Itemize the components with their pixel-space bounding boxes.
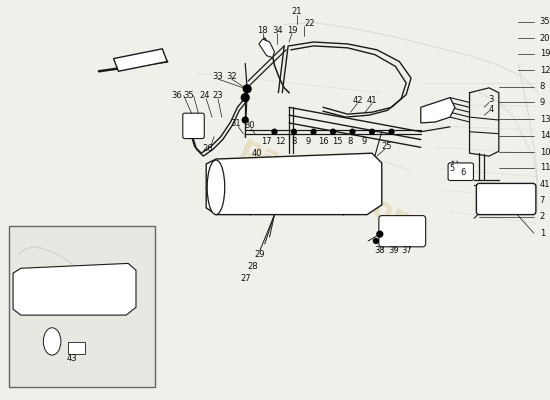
Text: 9: 9	[361, 137, 367, 146]
Text: 29: 29	[255, 250, 265, 259]
FancyBboxPatch shape	[183, 113, 204, 138]
Text: 31: 31	[230, 120, 241, 128]
Circle shape	[373, 238, 378, 244]
Text: 35: 35	[183, 91, 194, 100]
Text: 10: 10	[540, 148, 550, 157]
Circle shape	[350, 129, 355, 134]
Text: 12: 12	[540, 66, 550, 75]
Text: 22: 22	[304, 19, 315, 28]
Text: 1: 1	[540, 229, 545, 238]
Text: 12: 12	[275, 137, 285, 146]
Text: 16: 16	[318, 137, 328, 146]
Text: 30: 30	[244, 121, 255, 130]
Polygon shape	[13, 263, 136, 315]
Text: 40: 40	[252, 149, 262, 158]
Text: 25: 25	[381, 142, 392, 151]
Bar	[9, 226, 156, 387]
Circle shape	[243, 85, 251, 93]
Text: 23: 23	[213, 91, 223, 100]
Text: 39: 39	[388, 246, 399, 255]
Text: 33: 33	[212, 72, 223, 81]
Text: 34: 34	[272, 26, 283, 35]
Text: 41: 41	[367, 96, 377, 105]
Text: 28: 28	[248, 262, 258, 271]
Text: 2: 2	[540, 212, 545, 221]
FancyBboxPatch shape	[476, 184, 536, 215]
Text: 17: 17	[261, 137, 272, 146]
Text: 14: 14	[540, 131, 550, 140]
Text: 13: 13	[540, 114, 550, 124]
Circle shape	[311, 129, 316, 134]
Text: 15: 15	[332, 137, 342, 146]
Circle shape	[292, 129, 296, 134]
Text: 4: 4	[488, 105, 494, 114]
Polygon shape	[113, 49, 167, 71]
Bar	[68, 342, 85, 354]
FancyBboxPatch shape	[379, 216, 426, 247]
Ellipse shape	[43, 328, 61, 355]
Text: 5: 5	[449, 164, 455, 173]
Circle shape	[241, 94, 249, 102]
Text: 19: 19	[540, 49, 550, 58]
Text: 24: 24	[199, 91, 210, 100]
Circle shape	[272, 129, 277, 134]
Text: 36: 36	[172, 91, 182, 100]
Text: 7: 7	[540, 196, 545, 206]
Text: 42: 42	[352, 96, 362, 105]
Circle shape	[370, 129, 375, 134]
Text: passionfor: passionfor	[235, 132, 411, 235]
Text: 9: 9	[540, 98, 545, 107]
Text: 20: 20	[540, 34, 550, 42]
Polygon shape	[421, 98, 455, 123]
Text: 8: 8	[292, 137, 296, 146]
Text: 41: 41	[540, 180, 550, 189]
Text: 37: 37	[402, 246, 412, 255]
Text: 35: 35	[540, 17, 550, 26]
Circle shape	[331, 129, 336, 134]
Text: 9: 9	[305, 137, 310, 146]
Circle shape	[377, 231, 383, 237]
Polygon shape	[206, 153, 382, 215]
Text: 32: 32	[226, 72, 237, 81]
Polygon shape	[259, 39, 274, 58]
Text: 6: 6	[460, 168, 465, 177]
FancyBboxPatch shape	[448, 163, 474, 180]
Text: 8: 8	[540, 82, 545, 91]
Text: 18: 18	[257, 26, 268, 35]
Text: 8: 8	[348, 137, 353, 146]
Circle shape	[243, 117, 248, 123]
Text: 11: 11	[540, 163, 550, 172]
Text: 21: 21	[292, 7, 302, 16]
Text: 19: 19	[287, 26, 298, 35]
Text: 3: 3	[488, 95, 494, 104]
Text: 38: 38	[375, 246, 385, 255]
Text: 43: 43	[67, 354, 77, 362]
Circle shape	[389, 129, 394, 134]
Ellipse shape	[207, 160, 225, 215]
Text: 27: 27	[240, 274, 251, 282]
Text: 26: 26	[203, 144, 213, 153]
